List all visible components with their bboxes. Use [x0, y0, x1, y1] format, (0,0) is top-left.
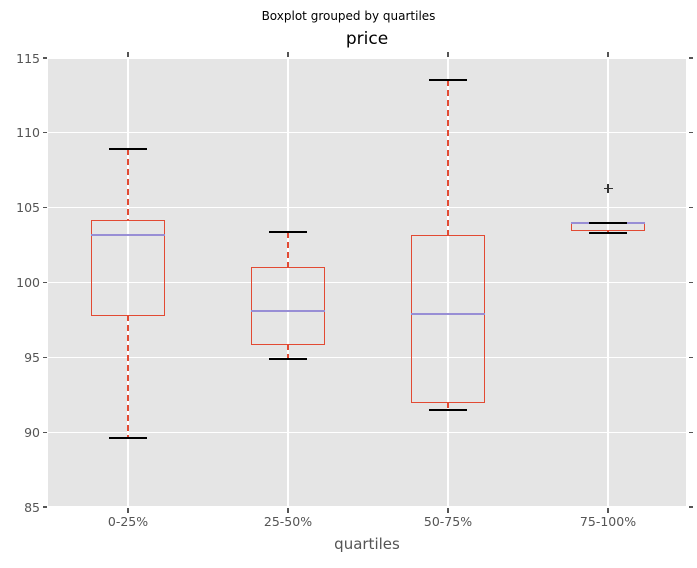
- x-gridline: [287, 58, 289, 507]
- x-tick-mark-top: [287, 52, 289, 57]
- box-cap-upper: [589, 221, 627, 224]
- box-rect: [411, 235, 485, 403]
- y-tick-label: 95: [24, 349, 40, 365]
- box-median-line: [91, 233, 165, 236]
- box-cap-lower: [429, 408, 467, 411]
- box-whisker-upper: [447, 80, 449, 237]
- y-tick-mark-right: [689, 207, 693, 209]
- axes-title: price: [345, 29, 389, 49]
- y-gridline: [48, 57, 686, 59]
- x-tick-mark-top: [447, 52, 449, 57]
- y-tick-mark-left: [43, 506, 47, 508]
- x-tick-mark-top: [607, 52, 609, 57]
- y-tick-mark-right: [689, 132, 693, 134]
- y-tick-mark-right: [689, 57, 693, 59]
- x-tick-mark-top: [127, 52, 129, 57]
- y-gridline: [48, 207, 686, 209]
- outlier-marker: [607, 183, 609, 193]
- y-gridline: [48, 431, 686, 433]
- y-gridline: [48, 356, 686, 358]
- box-median-line: [251, 309, 325, 312]
- y-gridline: [48, 506, 686, 508]
- figure-title: Boxplot grouped by quartiles: [261, 9, 436, 23]
- y-tick-mark-right: [689, 506, 693, 508]
- x-gridline: [607, 58, 609, 507]
- x-tick-label: 0-25%: [107, 514, 149, 529]
- y-tick-label: 110: [16, 125, 40, 141]
- box-whisker-lower: [607, 230, 609, 234]
- y-tick-mark-right: [689, 431, 693, 433]
- x-gridline: [447, 58, 449, 507]
- x-axis-label: quartiles: [334, 535, 400, 553]
- box-cap-lower: [589, 232, 627, 235]
- box-cap-upper: [109, 148, 147, 151]
- y-tick-mark-left: [43, 356, 47, 358]
- x-tick-mark-bottom: [447, 508, 449, 513]
- y-tick-mark-right: [689, 356, 693, 358]
- box-cap-lower: [109, 437, 147, 440]
- plot-area: [48, 57, 686, 508]
- box-cap-lower: [269, 357, 307, 360]
- box-whisker-lower: [127, 315, 129, 439]
- box-whisker-lower: [447, 402, 449, 410]
- y-tick-mark-left: [43, 132, 47, 134]
- box-rect: [91, 220, 165, 317]
- x-tick-label: 75-100%: [579, 514, 637, 529]
- x-tick-mark-bottom: [127, 508, 129, 513]
- x-tick-label: 50-75%: [423, 514, 473, 529]
- y-tick-mark-left: [43, 431, 47, 433]
- box-cap-upper: [269, 230, 307, 233]
- box-whisker-lower: [287, 343, 289, 359]
- y-tick-label: 100: [16, 275, 40, 290]
- y-gridline: [48, 132, 686, 134]
- x-tick-mark-bottom: [287, 508, 289, 513]
- y-tick-mark-right: [689, 281, 693, 284]
- y-tick-label: 105: [16, 200, 40, 216]
- y-tick-mark-left: [43, 207, 47, 209]
- y-tick-label: 85: [24, 499, 40, 515]
- box-whisker-upper: [127, 149, 129, 222]
- x-tick-mark-bottom: [607, 508, 609, 513]
- box-median-line: [411, 312, 485, 315]
- y-tick-mark-left: [43, 281, 47, 284]
- x-tick-label: 25-50%: [263, 514, 313, 529]
- box-whisker-upper: [287, 231, 289, 268]
- y-tick-mark-left: [43, 57, 47, 59]
- box-rect: [251, 266, 325, 345]
- x-gridline: [127, 58, 129, 507]
- y-gridline: [48, 281, 686, 284]
- y-tick-label: 115: [16, 50, 40, 66]
- y-tick-label: 90: [24, 424, 40, 440]
- box-cap-upper: [429, 79, 467, 82]
